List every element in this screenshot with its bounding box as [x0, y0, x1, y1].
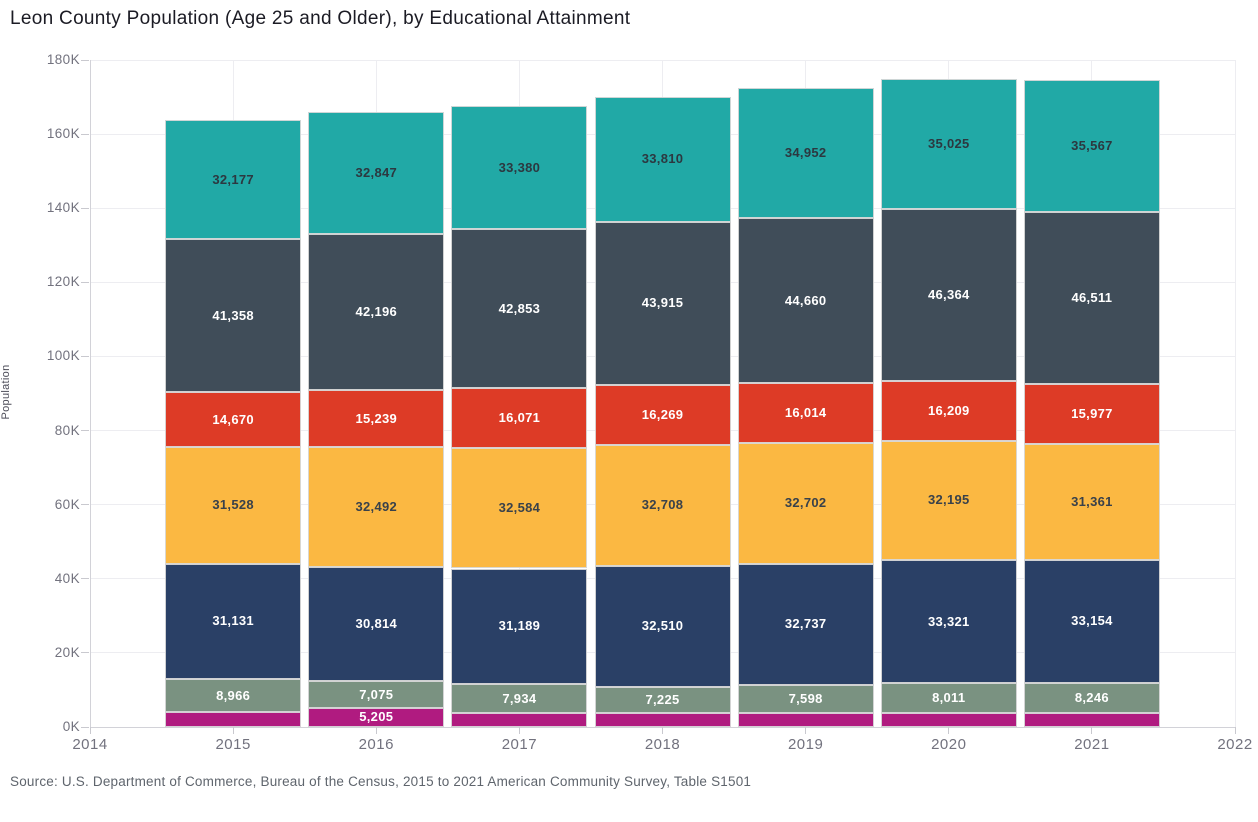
- bar-segment-amber-segment-2016[interactable]: [308, 446, 445, 568]
- bar-segment-magenta-segment-2021[interactable]: [1023, 713, 1160, 727]
- bar-segment-red-segment-2015[interactable]: [165, 392, 302, 447]
- chart-title: Leon County Population (Age 25 and Older…: [10, 8, 631, 29]
- y-tick-mark: [81, 430, 89, 432]
- bar-segment-sage-green-segment-2018[interactable]: [594, 686, 731, 714]
- bar-segment-slate-segment-2020[interactable]: [880, 208, 1017, 381]
- bar-segment-amber-segment-2019[interactable]: [737, 442, 874, 564]
- y-tick-label: 180K: [46, 52, 80, 67]
- y-tick-mark: [81, 652, 89, 654]
- bar-segment-magenta-segment-2020[interactable]: [880, 713, 1017, 727]
- bar-segment-magenta-segment-2019[interactable]: [737, 713, 874, 727]
- x-tick-mark: [375, 727, 377, 734]
- x-tick-mark: [89, 727, 91, 734]
- bar-segment-amber-segment-2020[interactable]: [880, 440, 1017, 560]
- bar-segment-teal-segment-2018[interactable]: [594, 96, 731, 222]
- bar-segment-teal-segment-2020[interactable]: [880, 78, 1017, 209]
- x-tick-mark: [948, 727, 950, 734]
- x-tick-mark: [232, 727, 234, 734]
- bar-segment-amber-segment-2018[interactable]: [594, 444, 731, 567]
- x-tick-label: 2021: [1074, 736, 1110, 753]
- vertical-gridline: [1234, 60, 1236, 727]
- bar-segment-slate-segment-2021[interactable]: [1023, 212, 1160, 385]
- bar-segment-amber-segment-2021[interactable]: [1023, 443, 1160, 560]
- bar-segment-red-segment-2016[interactable]: [308, 390, 445, 447]
- bar-segment-teal-segment-2017[interactable]: [451, 105, 588, 230]
- y-tick-label: 60K: [54, 496, 80, 512]
- bar-segment-navy-segment-2017[interactable]: [451, 568, 588, 685]
- bar-segment-sage-green-segment-2017[interactable]: [451, 684, 588, 714]
- y-tick-label: 0K: [62, 719, 80, 734]
- bar-segment-slate-segment-2016[interactable]: [308, 234, 445, 391]
- x-tick-mark: [1234, 727, 1236, 734]
- bar-segment-red-segment-2017[interactable]: [451, 388, 588, 448]
- x-tick-label: 2022: [1217, 736, 1253, 753]
- bar-segment-red-segment-2019[interactable]: [737, 383, 874, 443]
- bar-segment-sage-green-segment-2021[interactable]: [1023, 682, 1160, 714]
- bar-segment-magenta-segment-2018[interactable]: [594, 713, 731, 727]
- y-tick-label: 40K: [54, 570, 80, 586]
- bar-segment-teal-segment-2021[interactable]: [1023, 80, 1160, 213]
- x-tick-label: 2017: [501, 736, 538, 753]
- bar-segment-navy-segment-2021[interactable]: [1023, 559, 1160, 683]
- x-tick-label: 2015: [215, 736, 251, 753]
- x-tick-label: 2016: [358, 736, 394, 753]
- bar-segment-amber-segment-2015[interactable]: [165, 446, 302, 564]
- bar-segment-sage-green-segment-2020[interactable]: [880, 683, 1017, 714]
- bar-segment-navy-segment-2020[interactable]: [880, 559, 1017, 684]
- y-tick-label: 120K: [46, 274, 80, 290]
- x-tick-mark: [662, 727, 663, 734]
- x-tick-label: 2020: [931, 736, 967, 753]
- bar-segment-sage-green-segment-2016[interactable]: [308, 681, 445, 708]
- bar-segment-navy-segment-2016[interactable]: [308, 567, 445, 682]
- bar-segment-slate-segment-2017[interactable]: [451, 229, 588, 389]
- y-tick-label: 80K: [54, 422, 80, 438]
- x-tick-label: 2014: [72, 736, 108, 753]
- x-tick-label: 2019: [787, 736, 824, 753]
- bar-segment-slate-segment-2015[interactable]: [165, 239, 302, 393]
- y-tick-label: 140K: [46, 200, 80, 216]
- bar-segment-navy-segment-2015[interactable]: [165, 563, 302, 679]
- bar-segment-red-segment-2018[interactable]: [594, 384, 731, 445]
- bar-segment-slate-segment-2019[interactable]: [737, 217, 874, 384]
- bar-segment-red-segment-2020[interactable]: [880, 380, 1017, 441]
- y-tick-label: 160K: [46, 126, 80, 142]
- bar-segment-sage-green-segment-2019[interactable]: [737, 685, 874, 714]
- y-tick-mark: [81, 355, 89, 357]
- bar-segment-slate-segment-2018[interactable]: [594, 221, 731, 385]
- bar-segment-teal-segment-2019[interactable]: [737, 88, 874, 218]
- source-note: Source: U.S. Department of Commerce, Bur…: [10, 774, 752, 789]
- bar-segment-amber-segment-2017[interactable]: [451, 447, 588, 569]
- bar-segment-navy-segment-2018[interactable]: [594, 566, 731, 687]
- x-tick-mark: [518, 727, 520, 734]
- bar-segment-teal-segment-2016[interactable]: [308, 112, 445, 235]
- y-tick-mark: [81, 59, 89, 61]
- y-tick-mark: [81, 726, 89, 728]
- bar-segment-teal-segment-2015[interactable]: [165, 119, 302, 240]
- bar-segment-magenta-segment-2015[interactable]: [165, 712, 302, 727]
- y-tick-label: 100K: [46, 348, 80, 364]
- y-tick-mark: [81, 504, 89, 506]
- bar-segment-magenta-segment-2016[interactable]: [308, 707, 445, 727]
- bar-segment-red-segment-2021[interactable]: [1023, 384, 1160, 444]
- y-tick-mark: [81, 578, 89, 580]
- x-tick-label: 2018: [644, 736, 681, 753]
- y-tick-label: 20K: [54, 644, 80, 660]
- horizontal-gridline: [90, 59, 1235, 61]
- x-tick-mark: [1091, 727, 1093, 734]
- bar-segment-sage-green-segment-2015[interactable]: [165, 678, 302, 713]
- y-tick-mark: [81, 133, 89, 135]
- y-tick-mark: [81, 281, 89, 283]
- y-tick-mark: [81, 207, 89, 209]
- bar-segment-navy-segment-2019[interactable]: [737, 563, 874, 686]
- x-tick-mark: [805, 727, 807, 734]
- y-axis-line: [89, 60, 91, 727]
- bar-segment-magenta-segment-2017[interactable]: [451, 713, 588, 727]
